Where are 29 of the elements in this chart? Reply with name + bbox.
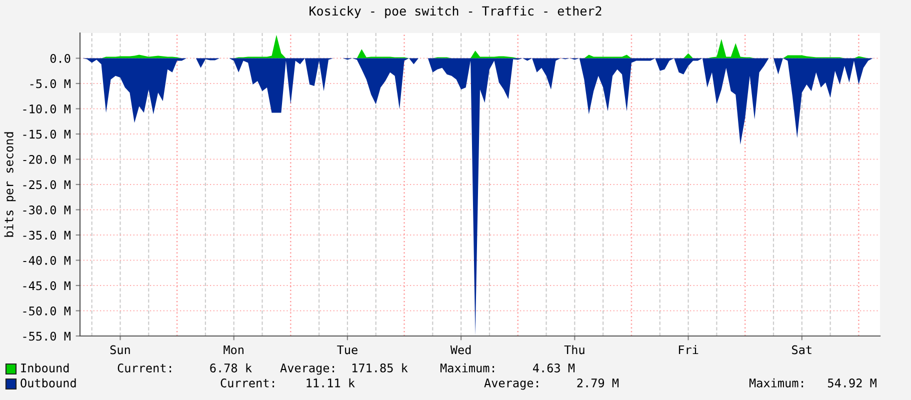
legend-label: Outbound [20, 378, 76, 388]
y-tick-label: -55.0 M [23, 332, 70, 341]
text: Maximum: 4.63 M [440, 363, 575, 372]
y-tick-label: -50.0 M [23, 306, 70, 316]
y-tick-label: -15.0 M [23, 130, 70, 139]
y-tick-label: 0.0 [50, 54, 70, 63]
y-tick-label: -10.0 M [23, 104, 70, 114]
y-tick-label: -20.0 M [23, 155, 70, 164]
y-axis-title: bits per second [4, 132, 16, 237]
text: Current: 11.11 k [220, 378, 355, 388]
y-tick-label: -40.0 M [23, 256, 70, 265]
x-tick-label: Sun [110, 345, 130, 354]
x-tick-label: Tue [337, 345, 358, 354]
x-tick-label: Fri [678, 345, 698, 354]
y-tick-label: -25.0 M [23, 180, 70, 190]
text: Average: 2.79 M [484, 378, 619, 390]
x-tick-label: Mon [224, 345, 244, 354]
legend-label: Inbound [21, 363, 69, 372]
chart-title: Kosicky - poe switch - Traffic - ether2 [310, 6, 602, 18]
y-tick-label: -35.0 M [23, 230, 70, 240]
text: Maximum: 54.92 M [749, 378, 876, 388]
y-tick-label: -30.0 M [23, 206, 70, 214]
x-tick-label: Sat [792, 345, 812, 354]
y-tick-label: -45.0 M [23, 281, 70, 290]
x-tick-label: Thu [564, 345, 584, 354]
x-tick-label: Wed [450, 345, 471, 354]
text: Average: 171.85 k [280, 363, 408, 375]
y-tick-label: -5.0 M [30, 79, 70, 88]
text: Current: 6.78 k [118, 363, 252, 372]
